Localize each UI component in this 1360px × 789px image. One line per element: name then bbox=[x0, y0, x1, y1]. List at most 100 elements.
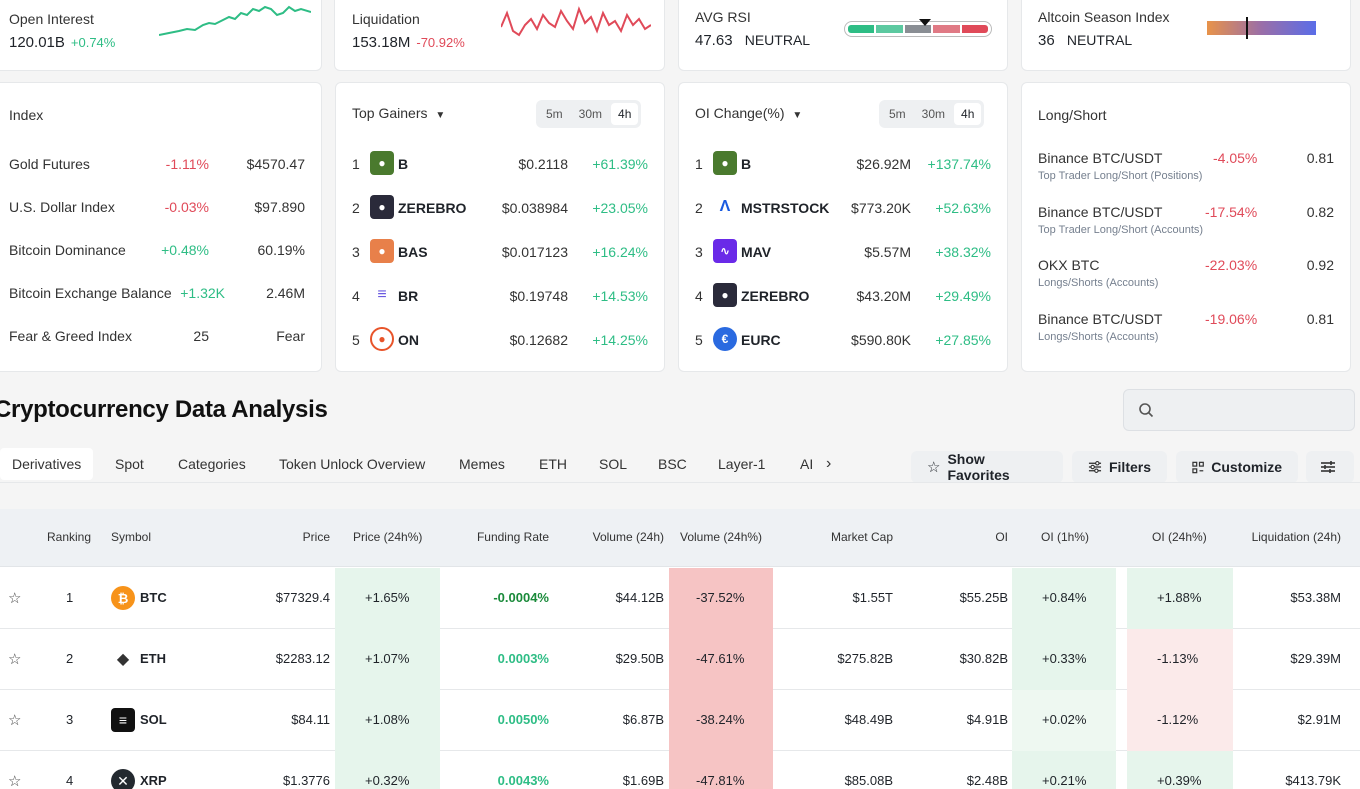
table-row[interactable]: ☆ 2 ◆ ETH $2283.12 +1.07% 0.0003% $29.50… bbox=[0, 629, 1360, 690]
interval-30m[interactable]: 30m bbox=[578, 107, 603, 121]
table-row[interactable]: ☆ 4 ✕ XRP $1.3776 +0.32% 0.0043% $1.69B … bbox=[0, 751, 1360, 789]
tab-bsc[interactable]: BSC bbox=[658, 456, 687, 472]
tab-ai[interactable]: AI bbox=[800, 456, 814, 472]
index-row[interactable]: Bitcoin Dominance +0.48% 60.19% bbox=[9, 242, 305, 262]
interval-30m[interactable]: 30m bbox=[921, 107, 946, 121]
liquidation-card[interactable]: Liquidation 153.18M -70.92% bbox=[334, 0, 665, 71]
filters-button[interactable]: Filters bbox=[1072, 451, 1167, 483]
rank-number: 3 bbox=[695, 244, 703, 260]
gainer-row[interactable]: 5 ● ON $0.12682 +14.25% bbox=[352, 327, 648, 353]
header-volume-24h[interactable]: Volume (24h) bbox=[592, 530, 664, 544]
chevron-down-icon: ▼ bbox=[435, 110, 446, 121]
search-input[interactable] bbox=[1123, 389, 1355, 431]
cell-rank: 4 bbox=[66, 773, 74, 788]
gainer-row[interactable]: 2 ● ZEREBRO $0.038984 +23.05% bbox=[352, 195, 648, 221]
altcoin-season-number: 36 bbox=[1038, 32, 1055, 49]
header-oi-1h[interactable]: OI (1h%) bbox=[1041, 530, 1090, 544]
altcoin-season-marker bbox=[1246, 17, 1248, 39]
interval-5m[interactable]: 5m bbox=[546, 107, 563, 121]
token-symbol: B bbox=[398, 156, 409, 172]
cell-price-change: +1.07% bbox=[365, 651, 410, 666]
rsi-gauge-marker-icon bbox=[919, 19, 931, 26]
token-oi: $590.80K bbox=[851, 332, 911, 348]
avg-rsi-label: AVG RSI bbox=[695, 9, 751, 25]
tab-memes[interactable]: Memes bbox=[459, 456, 505, 472]
top-gainers-dropdown[interactable]: Top Gainers ▼ bbox=[352, 105, 445, 121]
index-row[interactable]: Bitcoin Exchange Balance +1.32K 2.46M bbox=[9, 285, 305, 305]
header-funding-rate[interactable]: Funding Rate bbox=[476, 530, 549, 544]
table-row[interactable]: ☆ 1 ₿ BTC $77329.4 +1.65% -0.0004% $44.1… bbox=[0, 568, 1360, 629]
token-price: $0.12682 bbox=[509, 332, 568, 348]
long-short-row[interactable]: Binance BTC/USDT Longs/Shorts (Accounts) -… bbox=[1038, 311, 1334, 347]
ls-change: -19.06% bbox=[1205, 311, 1258, 327]
token-oi: $5.57M bbox=[864, 244, 911, 260]
show-favorites-button[interactable]: ☆ Show Favorites bbox=[911, 451, 1063, 483]
open-interest-change: +0.74% bbox=[70, 35, 116, 50]
oi-change-dropdown[interactable]: OI Change(%) ▼ bbox=[695, 105, 802, 121]
index-row[interactable]: U.S. Dollar Index -0.03% $97.890 bbox=[9, 199, 305, 219]
header-oi-24h[interactable]: OI (24h%) bbox=[1152, 530, 1207, 544]
interval-4h[interactable]: 4h bbox=[954, 103, 982, 125]
liquidation-sparkline bbox=[501, 6, 651, 37]
header-price-24h[interactable]: Price (24h%) bbox=[353, 530, 423, 544]
tab-spot[interactable]: Spot bbox=[115, 456, 144, 472]
favorite-star-icon[interactable]: ☆ bbox=[8, 773, 22, 789]
index-row[interactable]: Fear & Greed Index 25 Fear bbox=[9, 328, 305, 348]
long-short-row[interactable]: Binance BTC/USDT Top Trader Long/Short (A… bbox=[1038, 204, 1334, 240]
cell-oi-24h: -1.12% bbox=[1157, 712, 1199, 727]
gainer-row[interactable]: 4 ≡ BR $0.19748 +14.53% bbox=[352, 283, 648, 309]
header-market-cap[interactable]: Market Cap bbox=[830, 530, 893, 544]
chevron-right-icon[interactable]: › bbox=[826, 455, 832, 472]
altcoin-season-card[interactable]: Altcoin Season Index 36 NEUTRAL bbox=[1021, 0, 1351, 71]
cell-funding-rate: 0.0050% bbox=[497, 712, 549, 727]
tab-sol[interactable]: SOL bbox=[599, 456, 628, 472]
gainer-row[interactable]: 3 ● BAS $0.017123 +16.24% bbox=[352, 239, 648, 265]
rank-number: 4 bbox=[352, 288, 360, 304]
header-volume-24h-pct[interactable]: Volume (24h%) bbox=[680, 530, 763, 544]
table-row[interactable]: ☆ 3 ≡ SOL $84.11 +1.08% 0.0050% $6.87B -… bbox=[0, 690, 1360, 751]
favorite-star-icon[interactable]: ☆ bbox=[8, 590, 22, 607]
token-change: +52.63% bbox=[935, 200, 991, 216]
rank-number: 1 bbox=[352, 156, 360, 172]
interval-5m[interactable]: 5m bbox=[889, 107, 906, 121]
oi-row[interactable]: 1 ● B $26.92M +137.74% bbox=[695, 151, 991, 177]
cell-oi-1h: +0.21% bbox=[1042, 773, 1087, 788]
cell-oi: $4.91B bbox=[966, 712, 1008, 727]
header-symbol[interactable]: Symbol bbox=[111, 530, 152, 544]
header-oi[interactable]: OI bbox=[995, 530, 1008, 544]
tab-derivatives[interactable]: Derivatives bbox=[0, 448, 94, 480]
tab-layer-1[interactable]: Layer-1 bbox=[718, 456, 766, 472]
oi-row[interactable]: 2 Λ MSTRSTOCK $773.20K +52.63% bbox=[695, 195, 991, 221]
customize-button[interactable]: Customize bbox=[1176, 451, 1298, 483]
oi-row[interactable]: 3 ∿ MAV $5.57M +38.32% bbox=[695, 239, 991, 265]
header-price[interactable]: Price bbox=[302, 530, 330, 544]
table-header: Ranking Symbol Price Price (24h%) Fundin… bbox=[0, 509, 1360, 567]
favorite-star-icon[interactable]: ☆ bbox=[8, 651, 22, 668]
oi-row[interactable]: 5 € EURC $590.80K +27.85% bbox=[695, 327, 991, 353]
token-change: +61.39% bbox=[592, 156, 648, 172]
favorite-star-icon[interactable]: ☆ bbox=[8, 712, 22, 729]
gainers-interval-switch[interactable]: 5m 30m 4h bbox=[536, 100, 642, 128]
index-name: Gold Futures bbox=[9, 156, 90, 172]
gainer-row[interactable]: 1 ● B $0.2118 +61.39% bbox=[352, 151, 648, 177]
tab-token-unlock-overview[interactable]: Token Unlock Overview bbox=[279, 456, 426, 472]
oi-row[interactable]: 4 ● ZEREBRO $43.20M +29.49% bbox=[695, 283, 991, 309]
ls-ratio: 0.81 bbox=[1306, 150, 1334, 166]
tab-categories[interactable]: Categories bbox=[178, 456, 246, 472]
index-change: +0.48% bbox=[161, 242, 209, 258]
header-ranking[interactable]: Ranking bbox=[47, 530, 92, 544]
oi-interval-switch[interactable]: 5m 30m 4h bbox=[879, 100, 985, 128]
interval-4h[interactable]: 4h bbox=[611, 103, 639, 125]
index-row[interactable]: Gold Futures -1.11% $4570.47 bbox=[9, 156, 305, 176]
cell-volume: $44.12B bbox=[615, 590, 664, 605]
avg-rsi-card[interactable]: AVG RSI 47.63 NEUTRAL bbox=[678, 0, 1008, 71]
category-tabs: Derivatives Spot Categories Token Unlock… bbox=[0, 448, 820, 482]
header-liquidation-24h[interactable]: Liquidation (24h) bbox=[1251, 530, 1341, 544]
tab-eth[interactable]: ETH bbox=[539, 456, 567, 472]
long-short-row[interactable]: OKX BTC Longs/Shorts (Accounts) -22.03% 0.9… bbox=[1038, 257, 1334, 293]
settings-button[interactable] bbox=[1306, 451, 1354, 483]
token-symbol: MAV bbox=[741, 244, 772, 260]
oi-change-card: OI Change(%) ▼ 5m 30m 4h 1 ● B $26.92M +137.… bbox=[678, 82, 1008, 372]
long-short-row[interactable]: Binance BTC/USDT Top Trader Long/Short (P… bbox=[1038, 150, 1334, 186]
open-interest-card[interactable]: Open Interest 120.01B +0.74% bbox=[0, 0, 322, 71]
